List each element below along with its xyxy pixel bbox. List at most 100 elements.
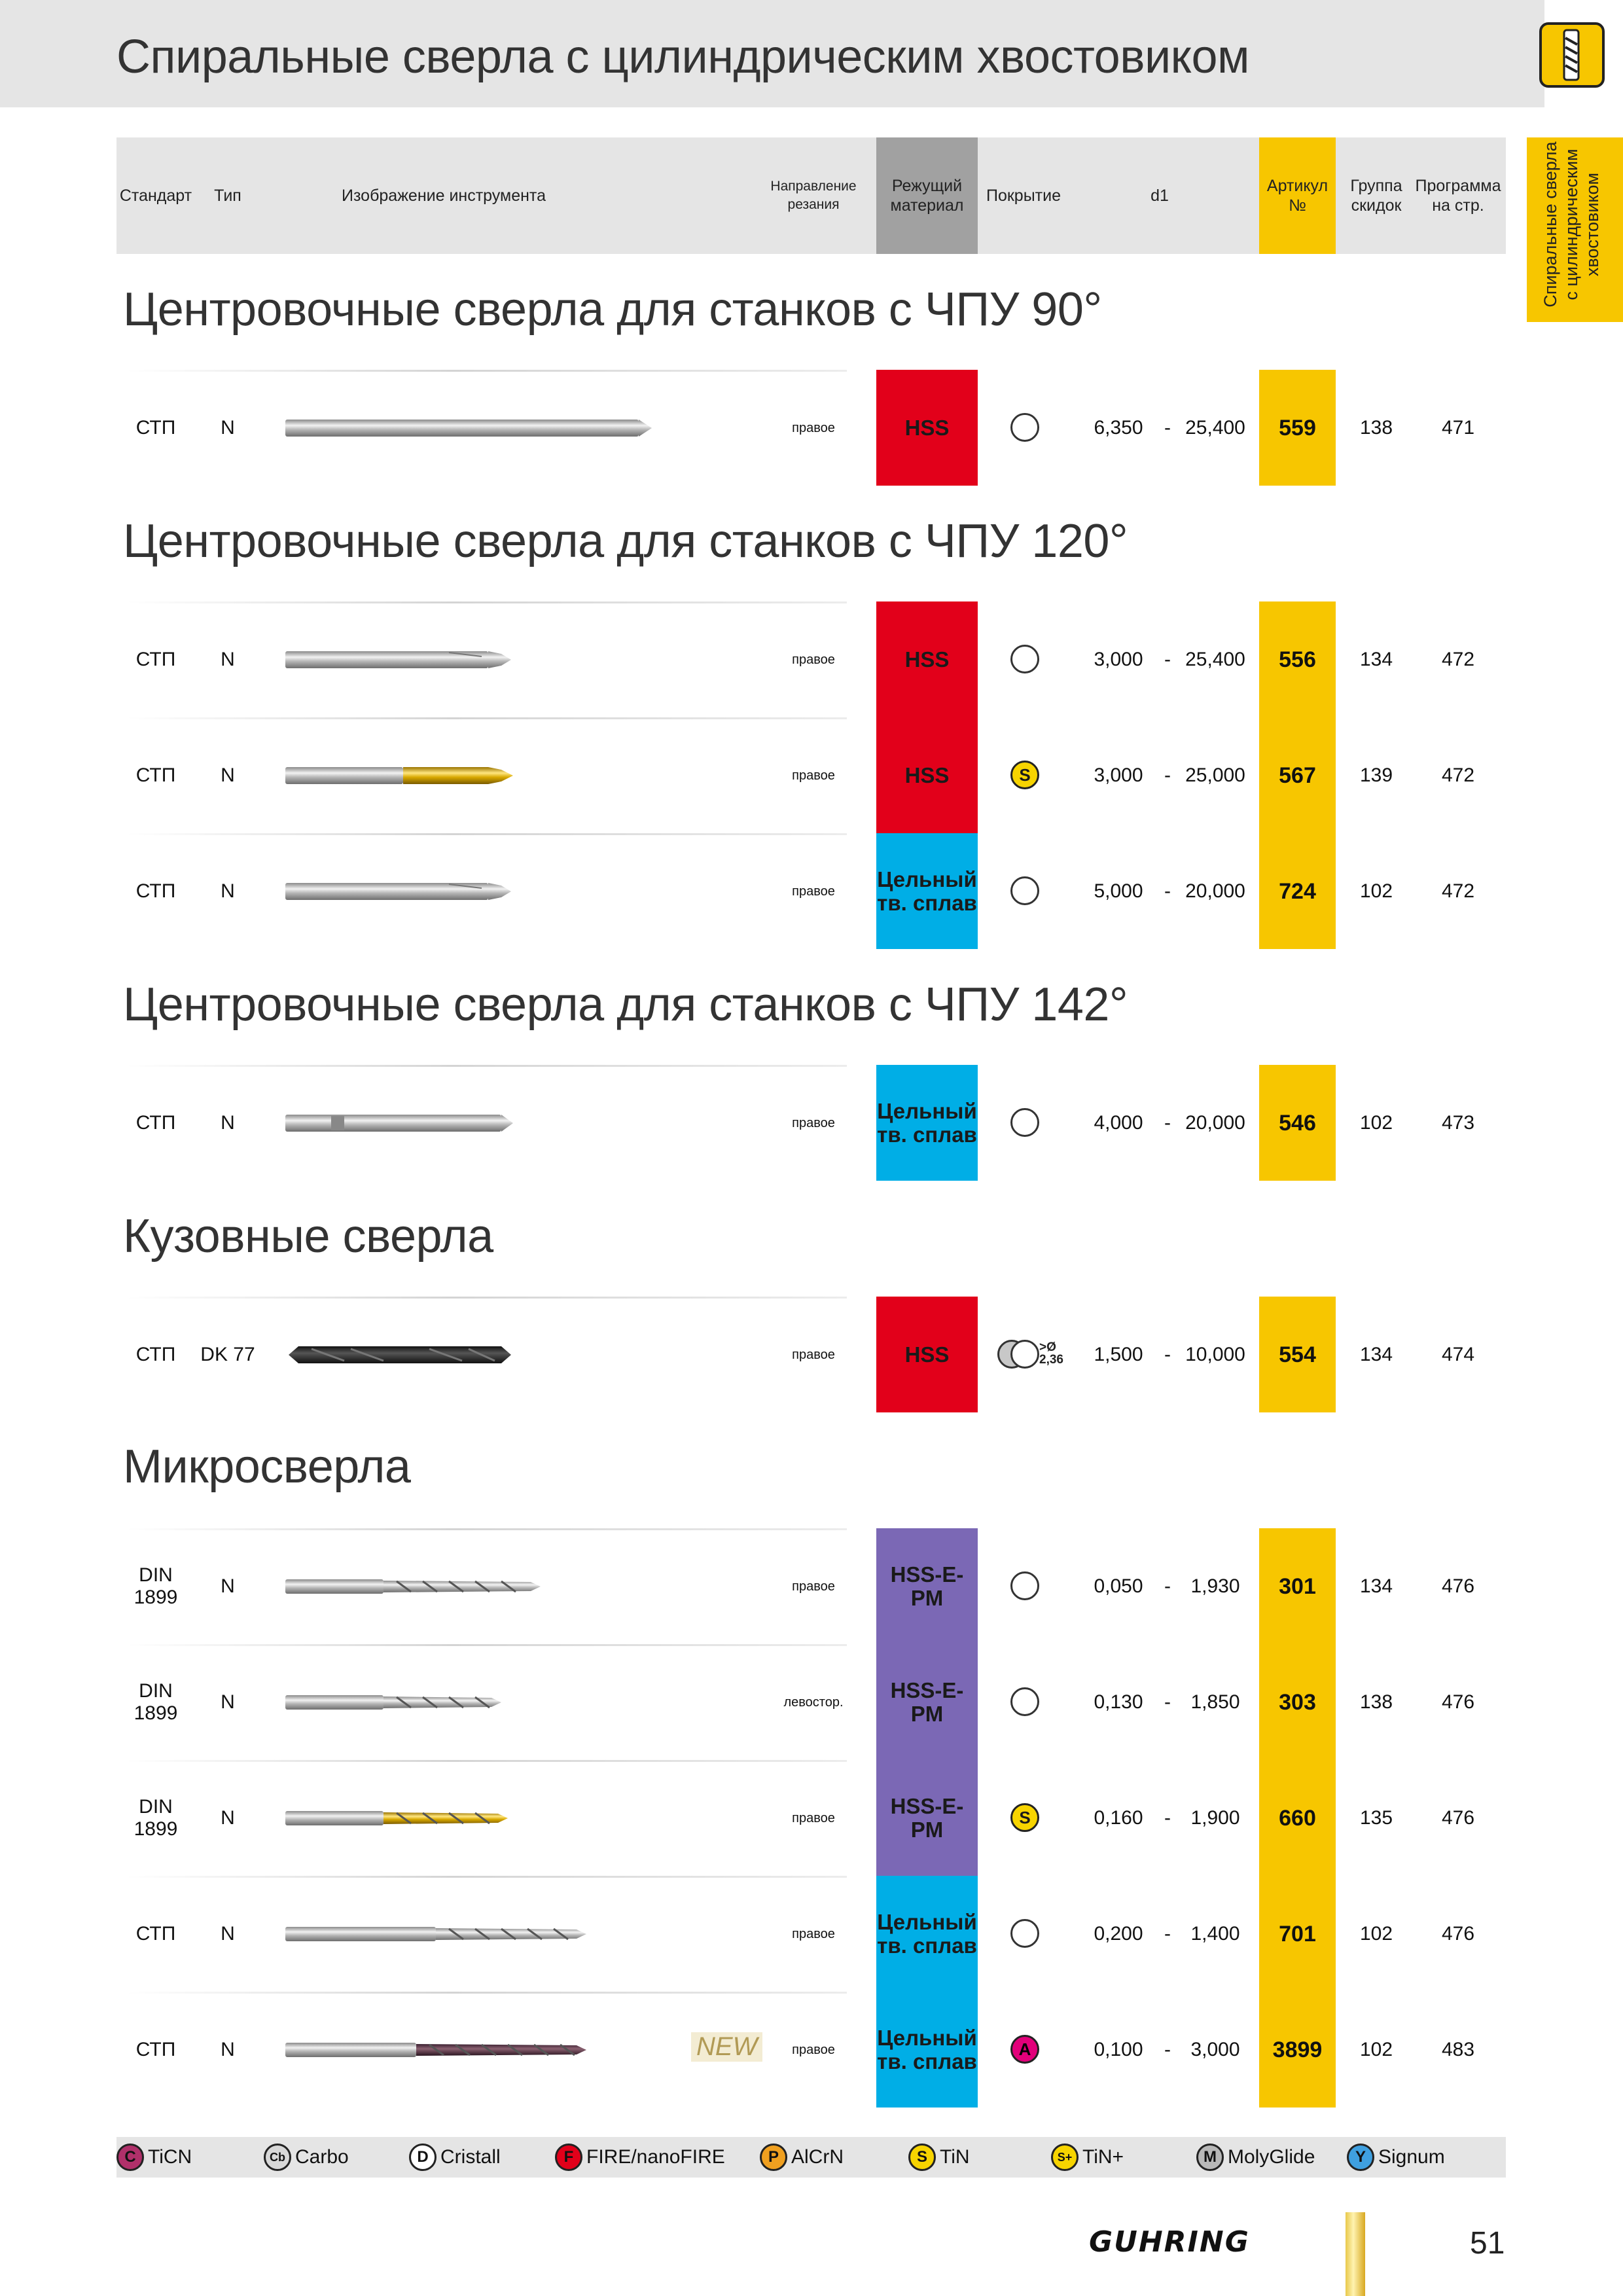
header-discount: Группа скидок xyxy=(1350,177,1402,215)
cell-direction: правое xyxy=(792,2042,835,2057)
cell-d1-min: 3,000 xyxy=(1094,764,1143,786)
cell-program: 471 xyxy=(1441,416,1475,439)
coating-legend: C TiCN Cb Carbo D Cristall F FIRE/nanoFIRE P AlCr… xyxy=(116,2137,1506,2178)
cell-discount: 134 xyxy=(1359,1343,1393,1365)
cell-direction: правое xyxy=(792,652,835,667)
cell-d1-min: 1,500 xyxy=(1094,1343,1143,1365)
tool-image xyxy=(285,1876,678,1995)
legend-label: Carbo xyxy=(295,2146,349,2168)
cell-material: HSS xyxy=(876,601,978,717)
title-bar: Спиральные сверла с цилиндрическим хвост… xyxy=(0,0,1544,107)
cell-program: 472 xyxy=(1441,764,1475,786)
cell-material: HSS xyxy=(876,1297,978,1412)
tool-image xyxy=(285,1297,678,1416)
cell-discount: 102 xyxy=(1359,880,1393,902)
table-row: СТП N правое Цельный тв. сплав 0,200-1,400 7… xyxy=(116,1876,1506,1992)
legend-label: Cristall xyxy=(440,2146,501,2168)
cell-article: 660 xyxy=(1259,1760,1336,1876)
table-header: Стандарт Тип Изображение инструмента Нап… xyxy=(116,137,1506,254)
cell-program: 472 xyxy=(1441,880,1475,902)
coating-note: >Ø 2,36 xyxy=(1039,1340,1063,1367)
tool-image xyxy=(285,1992,678,2111)
coating-cristall-icon: D xyxy=(409,2144,437,2171)
header-direction: Направление резания xyxy=(770,179,857,212)
legend-item: Y Signum xyxy=(1347,2137,1445,2178)
cell-d1-max: 1,850 xyxy=(1190,1691,1240,1713)
cell-discount: 134 xyxy=(1359,1575,1393,1597)
cell-type: N xyxy=(221,764,235,786)
legend-item: M MolyGlide xyxy=(1196,2137,1315,2178)
cell-article: 556 xyxy=(1259,601,1336,717)
cell-d1-min: 0,130 xyxy=(1094,1691,1143,1713)
cell-d1-dash: - xyxy=(1164,416,1171,439)
cell-d1-max: 1,930 xyxy=(1190,1575,1240,1597)
cell-d1-max: 3,000 xyxy=(1190,2038,1240,2060)
cell-standard: СТП xyxy=(135,648,176,670)
row-divider xyxy=(127,1876,847,1878)
row-divider xyxy=(127,1992,847,1994)
tool-image xyxy=(285,1644,678,1763)
table-row: СТП DK 77 правое HSS >Ø 2,36 1,500-10,000 554… xyxy=(116,1297,1506,1412)
cell-d1-max: 25,000 xyxy=(1185,764,1245,786)
cell-type: N xyxy=(221,1922,235,1945)
header-type: Тип xyxy=(214,187,241,205)
legend-label: TiN xyxy=(940,2146,970,2168)
cell-d1-dash: - xyxy=(1164,1111,1171,1134)
cell-article: 301 xyxy=(1259,1528,1336,1644)
cell-discount: 135 xyxy=(1359,1806,1393,1829)
row-divider xyxy=(127,370,847,372)
coating-uncoated-icon xyxy=(1010,645,1039,673)
header-image: Изображение инструмента xyxy=(342,187,546,205)
cell-d1-max: 20,000 xyxy=(1185,880,1245,902)
cell-type: N xyxy=(221,648,235,670)
new-badge: NEW xyxy=(691,2032,763,2062)
table-row: СТП N правое Цельный тв. сплав 5,000-20,000… xyxy=(116,833,1506,949)
cell-d1-max: 10,000 xyxy=(1185,1343,1245,1365)
cell-d1-dash: - xyxy=(1164,1922,1171,1945)
header-program: Программа на стр. xyxy=(1415,177,1501,215)
cell-discount: 134 xyxy=(1359,648,1393,670)
cell-discount: 102 xyxy=(1359,2038,1393,2060)
cell-type: N xyxy=(221,2038,235,2060)
cell-d1-dash: - xyxy=(1164,1343,1171,1365)
row-divider xyxy=(127,1528,847,1530)
cell-direction: правое xyxy=(792,1115,835,1130)
cell-d1-max: 1,400 xyxy=(1190,1922,1240,1945)
cell-direction: правое xyxy=(792,1579,835,1594)
coating-tin-icon: S xyxy=(908,2144,936,2171)
cell-direction: правое xyxy=(792,420,835,435)
cell-material: Цельный тв. сплав xyxy=(876,1992,978,2108)
legend-item: S TiN xyxy=(908,2137,970,2178)
section-title: Центровочные сверла для станков с ЧПУ 14… xyxy=(123,978,1128,1031)
cell-discount: 102 xyxy=(1359,1111,1393,1134)
drill-category-icon xyxy=(1539,22,1605,88)
cell-type: N xyxy=(221,1111,235,1134)
cell-direction: левостор. xyxy=(783,1695,844,1710)
coating-firenanofire-icon: F xyxy=(555,2144,582,2171)
legend-item: D Cristall xyxy=(409,2137,501,2178)
cell-program: 474 xyxy=(1441,1343,1475,1365)
legend-label: AlCrN xyxy=(791,2146,844,2168)
cell-type: N xyxy=(221,1575,235,1597)
coating-uncoated-icon xyxy=(1010,1571,1039,1600)
table-row: DIN 1899 N левостор. HSS-E-PM 0,130-1,850 30… xyxy=(116,1644,1506,1760)
cell-standard: DIN 1899 xyxy=(134,1564,178,1608)
coating-uncoated-icon xyxy=(1010,1919,1039,1948)
coating-tin-icon: S xyxy=(1010,1803,1039,1832)
cell-type: N xyxy=(221,416,235,439)
coating-uncoated-icon xyxy=(1010,876,1039,905)
legend-label: TiN+ xyxy=(1082,2146,1124,2168)
cell-d1-min: 0,200 xyxy=(1094,1922,1143,1945)
cell-d1-min: 3,000 xyxy=(1094,648,1143,670)
cell-d1-max: 25,400 xyxy=(1185,416,1245,439)
cell-material: HSS-E-PM xyxy=(876,1528,978,1644)
cell-program: 476 xyxy=(1441,1691,1475,1713)
header-material: Режущий материал xyxy=(876,137,978,254)
legend-label: FIRE/nanoFIRE xyxy=(586,2146,725,2168)
section-title: Микросверла xyxy=(123,1441,411,1493)
cell-d1-min: 0,160 xyxy=(1094,1806,1143,1829)
cell-material: HSS xyxy=(876,717,978,833)
cell-standard: СТП xyxy=(135,764,176,786)
cell-d1-min: 5,000 xyxy=(1094,880,1143,902)
header-article: Артикул № xyxy=(1259,137,1336,254)
